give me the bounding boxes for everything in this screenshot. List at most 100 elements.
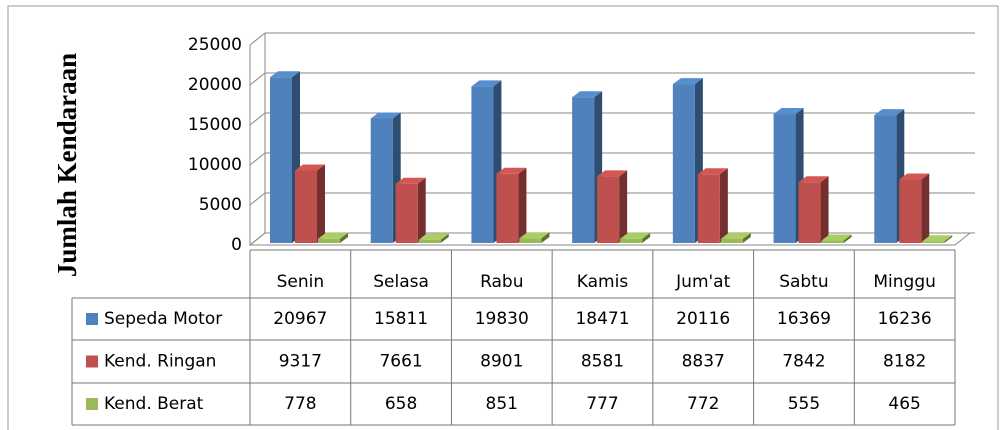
bar-top bbox=[572, 91, 603, 98]
bar-front bbox=[821, 240, 844, 243]
bar bbox=[395, 177, 426, 243]
bar-front bbox=[418, 239, 441, 243]
grid-line-side bbox=[249, 32, 266, 46]
legend-swatch bbox=[86, 313, 98, 325]
bar bbox=[597, 170, 628, 243]
legend-swatch bbox=[86, 355, 98, 368]
bar-front bbox=[798, 182, 821, 243]
bar-top bbox=[922, 235, 953, 242]
legend-label: Kend. Ringan bbox=[104, 352, 216, 372]
grid-line-side bbox=[249, 232, 266, 246]
bar-front bbox=[270, 77, 292, 243]
bar-side bbox=[619, 170, 628, 243]
bar-front bbox=[496, 173, 519, 243]
chart-frame bbox=[7, 5, 999, 430]
legend-label: Kend. Berat bbox=[104, 394, 204, 414]
grid-line-side bbox=[249, 152, 266, 166]
bar-top bbox=[370, 112, 401, 119]
bar-side bbox=[417, 177, 426, 243]
bar-top bbox=[620, 232, 651, 239]
legend-label: Sepeda Motor bbox=[104, 309, 222, 329]
table-value: 658 bbox=[385, 394, 417, 414]
bar-side bbox=[340, 232, 348, 243]
x-tick-label: Jum'at bbox=[675, 272, 730, 292]
bar-top bbox=[295, 164, 325, 171]
table-value: 8182 bbox=[883, 352, 926, 372]
legend-swatch bbox=[86, 398, 98, 410]
bar-front bbox=[471, 86, 494, 243]
bar-top bbox=[773, 108, 804, 115]
bar bbox=[899, 173, 930, 243]
bar-top bbox=[720, 232, 751, 239]
bar-side bbox=[719, 168, 728, 243]
bar-top bbox=[471, 80, 502, 87]
bar-top bbox=[318, 232, 348, 239]
bar-front bbox=[597, 176, 620, 243]
table-value: 15811 bbox=[374, 309, 428, 329]
table-value: 16369 bbox=[777, 309, 831, 329]
bar bbox=[821, 234, 852, 243]
bar-front bbox=[922, 241, 945, 243]
table-value: 465 bbox=[888, 394, 920, 414]
bar bbox=[697, 168, 728, 243]
table-value: 8901 bbox=[480, 352, 523, 372]
x-tick-label: Rabu bbox=[480, 272, 523, 292]
bar bbox=[496, 167, 527, 243]
y-tick-label: 25000 bbox=[188, 35, 242, 55]
bar-top bbox=[270, 71, 300, 78]
grid-line-side bbox=[249, 112, 266, 126]
bar-top bbox=[597, 170, 628, 177]
x-tick-label: Selasa bbox=[373, 272, 429, 292]
table-value: 772 bbox=[687, 394, 719, 414]
x-tick-label: Minggu bbox=[873, 272, 936, 292]
bar bbox=[295, 164, 325, 243]
bar bbox=[519, 232, 550, 243]
bar bbox=[471, 80, 502, 243]
bar-front bbox=[899, 179, 922, 243]
bar bbox=[620, 232, 651, 243]
grid-line-side bbox=[249, 192, 266, 206]
table-value: 18471 bbox=[575, 309, 629, 329]
bar bbox=[922, 235, 953, 243]
bar-top bbox=[697, 168, 728, 175]
bar-side bbox=[742, 232, 751, 243]
bar-top bbox=[821, 234, 852, 241]
y-tick-label: 20000 bbox=[188, 75, 242, 95]
bar-front bbox=[395, 183, 418, 243]
bar-top bbox=[519, 232, 550, 239]
bar-front bbox=[318, 238, 340, 243]
x-tick-label: Senin bbox=[277, 272, 325, 292]
bar-front bbox=[874, 115, 897, 243]
bar-side bbox=[921, 173, 930, 243]
table-value: 20116 bbox=[676, 309, 730, 329]
table-value: 7661 bbox=[379, 352, 422, 372]
bar-front bbox=[620, 238, 643, 243]
table-value: 9317 bbox=[279, 352, 322, 372]
x-tick-label: Kamis bbox=[577, 272, 629, 292]
bar-side bbox=[317, 164, 325, 243]
bar-side bbox=[642, 232, 651, 243]
bar-front bbox=[672, 84, 695, 244]
bar-front bbox=[697, 174, 720, 243]
y-tick-label: 10000 bbox=[188, 155, 242, 175]
bar-top bbox=[395, 177, 426, 184]
bar-side bbox=[843, 234, 852, 243]
bar-front bbox=[572, 97, 595, 244]
bar bbox=[318, 232, 348, 243]
bar-top bbox=[672, 78, 703, 85]
bar-front bbox=[720, 238, 743, 243]
table-value: 778 bbox=[284, 394, 316, 414]
bar bbox=[720, 232, 751, 243]
table-value: 20967 bbox=[273, 309, 327, 329]
table-value: 777 bbox=[586, 394, 618, 414]
bar-front bbox=[295, 170, 317, 243]
bar-side bbox=[944, 235, 953, 243]
bar-top bbox=[874, 109, 905, 116]
bar-side bbox=[820, 176, 829, 243]
bar-front bbox=[370, 118, 393, 243]
bar-top bbox=[496, 167, 527, 174]
bar bbox=[370, 112, 401, 244]
bar-front bbox=[773, 114, 796, 243]
bar-side bbox=[518, 167, 527, 243]
